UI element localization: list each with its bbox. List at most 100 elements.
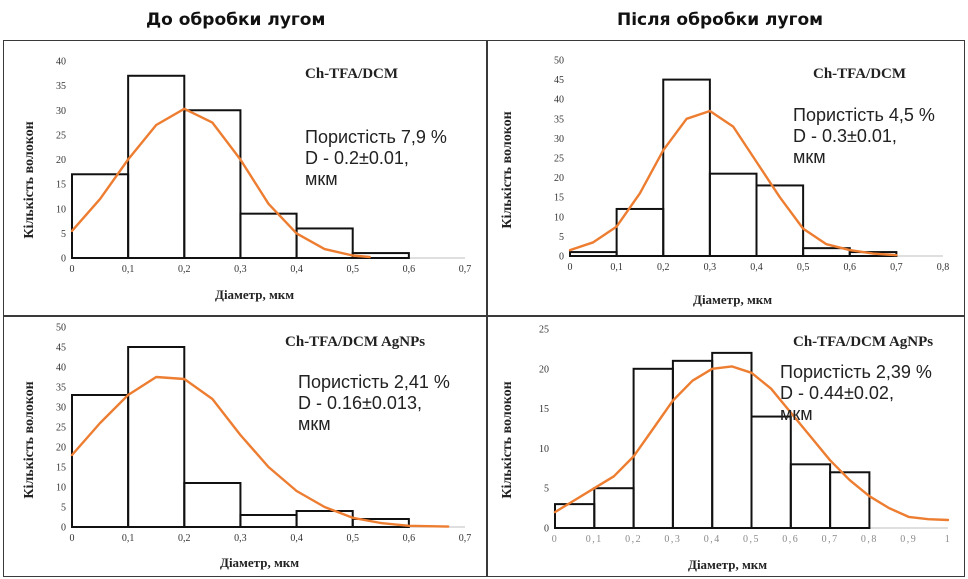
x-tick-label: 0,2 <box>657 262 670 273</box>
histogram-bar <box>295 227 354 259</box>
y-tick-label: 15 <box>56 463 66 474</box>
y-tick-label: 20 <box>56 155 66 166</box>
histogram-bar <box>239 212 298 260</box>
x-tick-label: 0 <box>568 262 573 273</box>
chart-annotation: Пористість 2,39 % D - 0.44±0.02, мкм <box>780 362 932 425</box>
x-tick-label: 0,4 <box>290 264 303 275</box>
y-axis-label: Кількість волокон <box>22 121 37 239</box>
x-tick-label: 0,6 <box>403 533 416 544</box>
histogram-bar <box>351 518 410 528</box>
x-tick-label: 0 <box>552 534 559 545</box>
histogram-bar <box>71 394 130 528</box>
chart-annotation: Пористість 2,41 % D - 0.16±0.013, мкм <box>298 372 450 435</box>
histogram-svg: 0 5 10 15 20 25 0 0,1 0,2 0,3 0,4 0,5 0,6 0,7 0,8 0,9 1 <box>539 325 950 546</box>
diameter-text: D - 0.2±0.01, <box>305 148 409 168</box>
y-tick-label: 30 <box>56 106 66 117</box>
x-tick-label: 0,6 <box>782 534 799 545</box>
histogram-bar <box>127 74 186 260</box>
x-tick-label: 0,4 <box>750 262 763 273</box>
histogram-bar <box>829 471 871 529</box>
chart-annotation: Пористість 7,9 % D - 0.2±0.01, мкм <box>305 127 447 190</box>
histogram-bar <box>755 184 805 257</box>
histogram-bar <box>708 172 758 257</box>
histogram-bar <box>671 359 714 530</box>
heading-before-alkali: До обробки лугом <box>146 10 326 30</box>
y-tick-label: 10 <box>554 212 564 223</box>
y-axis-label: Кількість волокон <box>500 111 515 229</box>
porosity-text: Пористість 2,39 % <box>780 362 932 382</box>
x-tick-label: 0,1 <box>586 534 603 545</box>
diameter-text: D - 0.44±0.02, <box>780 383 894 403</box>
histogram-bar <box>183 482 242 528</box>
y-tick-label: 45 <box>554 75 564 86</box>
y-tick-label: 0 <box>61 254 66 265</box>
x-tick-label: 0,5 <box>346 264 359 275</box>
histogram-bar <box>239 514 298 528</box>
histogram-bar <box>569 251 618 258</box>
histogram-bar <box>662 78 711 257</box>
x-tick-label: 0,7 <box>459 533 472 544</box>
x-tick-label: 0,7 <box>822 534 839 545</box>
x-tick-label: 0,2 <box>178 533 191 544</box>
chart-annotation: Пористість 4,5 % D - 0.3±0.01, мкм <box>793 105 935 168</box>
histogram-panel-top-left: 0 5 10 15 20 25 30 35 40 0 0,1 0,2 0,3 0,4 0,5 0,6 0,7 C… <box>5 42 485 314</box>
y-tick-label: 50 <box>56 323 66 334</box>
heading-after-alkali: Після обробки лугом <box>617 10 824 30</box>
fit-curve <box>568 109 898 257</box>
x-tick-label: 0,2 <box>178 264 191 275</box>
y-tick-label: 0 <box>559 252 564 263</box>
histogram-bar <box>711 351 753 529</box>
y-tick-label: 25 <box>539 325 549 336</box>
y-tick-label: 10 <box>539 444 549 455</box>
histogram-panel-bottom-right: 0 5 10 15 20 25 0 0,1 0,2 0,3 0,4 0,5 0,6 0,7 0,8 0,9 1 … <box>488 317 964 575</box>
vertical-divider <box>486 40 488 577</box>
x-axis-label: Діаметр, мкм <box>220 555 300 570</box>
diameter-text: D - 0.16±0.013, <box>298 393 422 413</box>
x-tick-label: 0,4 <box>290 533 303 544</box>
x-tick-label: 0,2 <box>625 534 642 545</box>
chart-title: Ch-TFA/DCM AgNPs <box>285 334 426 350</box>
unit-text: мкм <box>793 147 826 167</box>
panel-grid-frame <box>3 40 965 577</box>
histogram-svg: 0 5 10 15 20 25 30 35 40 45 50 0 0,1 0,2 0,3 0,4 0,5 0,6 0… <box>554 56 950 274</box>
x-tick-label: 0,8 <box>937 262 950 273</box>
chart-title: Ch-TFA/DCM <box>305 66 399 82</box>
x-tick-label: 0,4 <box>704 534 721 545</box>
fit-curve <box>70 107 371 259</box>
y-tick-label: 30 <box>56 403 66 414</box>
y-tick-label: 15 <box>539 404 549 415</box>
y-tick-label: 40 <box>56 57 66 68</box>
y-tick-label: 25 <box>56 423 66 434</box>
x-tick-label: 0 <box>70 264 75 275</box>
y-tick-label: 0 <box>61 523 66 534</box>
y-tick-label: 25 <box>56 130 66 141</box>
x-tick-label: 0,5 <box>346 533 359 544</box>
y-tick-label: 5 <box>61 503 66 514</box>
x-tick-label: 0,1 <box>122 533 135 544</box>
y-tick-label: 5 <box>559 232 564 243</box>
y-tick-label: 20 <box>539 364 549 375</box>
x-tick-label: 0,3 <box>704 262 717 273</box>
histogram-panel-top-right: 0 5 10 15 20 25 30 35 40 45 50 0 0,1 0,2 0,3 0,4 0,5 0,6 0… <box>488 42 964 314</box>
fit-curve <box>70 375 450 528</box>
y-tick-label: 0 <box>544 524 549 535</box>
x-axis-label: Діаметр, мкм <box>215 287 295 302</box>
y-tick-label: 45 <box>56 343 66 354</box>
y-tick-label: 15 <box>56 180 66 191</box>
y-tick-label: 5 <box>61 229 66 240</box>
horizontal-divider <box>3 315 965 317</box>
y-tick-label: 30 <box>554 134 564 145</box>
y-tick-label: 25 <box>554 154 564 165</box>
y-tick-label: 10 <box>56 483 66 494</box>
chart-title: Ch-TFA/DCM AgNPs <box>793 334 934 350</box>
y-axis-label: Кількість волокон <box>500 381 515 499</box>
x-tick-label: 0,1 <box>610 262 623 273</box>
y-tick-label: 50 <box>554 56 564 67</box>
y-tick-label: 35 <box>554 114 564 125</box>
x-axis-label: Діаметр, мкм <box>688 557 768 572</box>
diameter-text: D - 0.3±0.01, <box>793 126 897 146</box>
x-tick-label: 0,7 <box>459 264 472 275</box>
porosity-text: Пористість 2,41 % <box>298 372 450 392</box>
histogram-bar <box>750 415 792 529</box>
y-tick-label: 35 <box>56 383 66 394</box>
